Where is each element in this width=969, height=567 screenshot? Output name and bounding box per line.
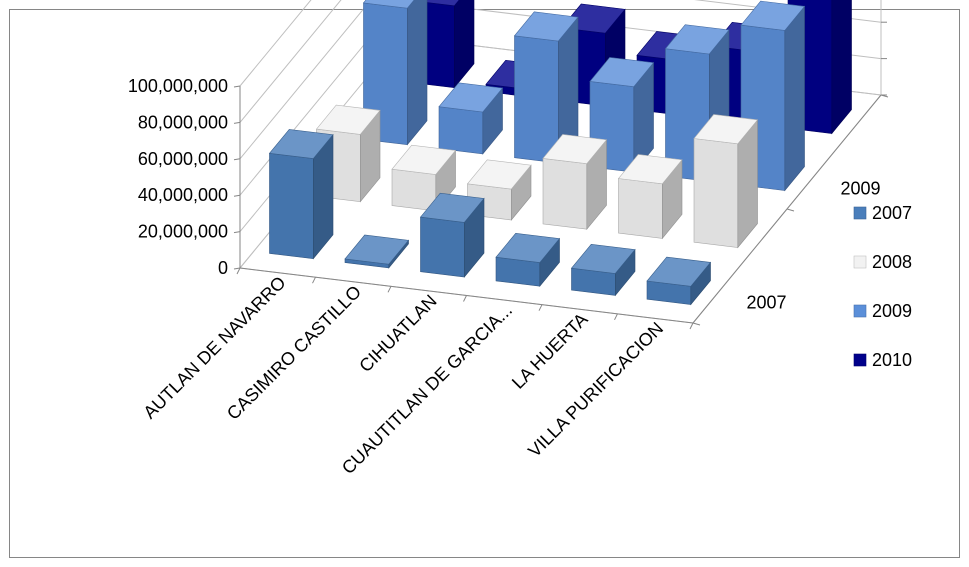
bar-top — [693, 114, 759, 145]
legend-swatch — [853, 206, 867, 220]
x-tick-mark — [312, 276, 316, 284]
y-tick-mark — [233, 121, 241, 124]
depth-tick-mark — [786, 208, 795, 212]
bar-top — [495, 232, 561, 263]
depth-label: 2007 — [747, 293, 787, 313]
bar-top — [344, 234, 410, 265]
x-tick-mark — [236, 267, 241, 275]
y-tick-mark — [233, 231, 241, 234]
bar-side — [784, 5, 805, 192]
bar-2009-5 — [740, 0, 806, 192]
legend-label: 2009 — [872, 301, 912, 321]
bar-2007-0 — [268, 129, 334, 260]
y-tick-mark — [233, 158, 241, 161]
x-tick-label: AUTLAN DE NAVARRO — [139, 272, 289, 422]
depth-tick-mark — [692, 322, 701, 326]
legend-swatch — [853, 304, 867, 318]
bar-top — [419, 192, 485, 223]
x-tick-mark — [387, 286, 392, 293]
bar-side — [453, 0, 475, 89]
bar-top — [362, 0, 415, 9]
x-tick-mark — [463, 295, 467, 302]
x-tick-mark — [614, 313, 618, 321]
y-tick-label: 100,000,000 — [128, 76, 228, 96]
depth-labels: 2007 2009 — [747, 179, 881, 313]
bar-front — [693, 138, 739, 248]
bar-2007-4 — [570, 243, 636, 297]
bar-2007-3 — [495, 232, 561, 288]
bar-2007-5 — [646, 256, 712, 306]
gridline — [239, 0, 342, 123]
bar-2008-1 — [391, 144, 457, 212]
bar-front — [438, 106, 484, 155]
bar-2008-4 — [617, 154, 683, 240]
bar-top — [315, 104, 381, 135]
x-tick-label: LA HUERTA — [508, 309, 592, 393]
y-tick-mark — [233, 85, 241, 88]
x-tick-label: CIHUATLAN — [355, 291, 440, 376]
bar-2008-5 — [693, 114, 759, 249]
bar-2008-3 — [542, 134, 608, 231]
y-tick-label: 0 — [218, 258, 228, 278]
x-tick-mark — [689, 322, 694, 330]
legend-swatch — [853, 353, 867, 367]
depth-label: 2009 — [841, 179, 881, 199]
bar-front — [420, 216, 465, 278]
bar-front — [514, 35, 559, 164]
bar-side — [831, 0, 852, 135]
gridline — [239, 0, 372, 160]
y-tick-label: 40,000,000 — [138, 185, 228, 205]
y-tick-label: 80,000,000 — [138, 112, 228, 132]
y-tick-label: 60,000,000 — [138, 149, 228, 169]
bars — [268, 0, 852, 306]
bar-top — [664, 24, 730, 55]
y-tick-label: 20,000,000 — [138, 222, 228, 242]
y-tick-labels: 0 20,000,000 40,000,000 60,000,000 80,000,00… — [128, 76, 228, 278]
x-tick-mark — [538, 304, 543, 311]
depth-tick-mark — [880, 94, 889, 98]
bar-2009-2 — [513, 11, 579, 164]
bar-top — [589, 57, 655, 88]
bar-2009-1 — [438, 82, 504, 155]
bar-top — [466, 159, 532, 190]
bar-front — [391, 168, 437, 212]
bar-top — [542, 134, 608, 165]
bar-front — [269, 152, 314, 260]
bar-top — [740, 0, 806, 31]
bar-side — [406, 0, 428, 146]
bar-front — [542, 158, 588, 230]
bar-top — [646, 256, 712, 287]
legend-label: 2007 — [872, 203, 912, 223]
bar-2007-2 — [419, 192, 485, 278]
bar-2009-0 — [362, 0, 428, 146]
bar-top — [268, 129, 334, 159]
legend-label: 2008 — [872, 252, 912, 272]
legend: 2007 2008 2009 2010 — [853, 203, 912, 370]
bar-front — [618, 178, 663, 239]
bar-top — [617, 154, 683, 185]
gridline — [239, 0, 312, 87]
y-tick-mark — [233, 194, 241, 197]
gridline — [239, 0, 882, 196]
x-tick-label: CUAUTITLAN DE GARCIA... — [338, 300, 516, 478]
legend-swatch — [853, 255, 867, 269]
bar-top — [391, 144, 457, 175]
bar-top — [570, 243, 636, 274]
y-tick-mark — [233, 267, 241, 270]
bar-top — [438, 82, 504, 113]
bar-2007-1 — [344, 234, 410, 269]
legend-label: 2010 — [872, 350, 912, 370]
bar-top — [513, 11, 579, 42]
